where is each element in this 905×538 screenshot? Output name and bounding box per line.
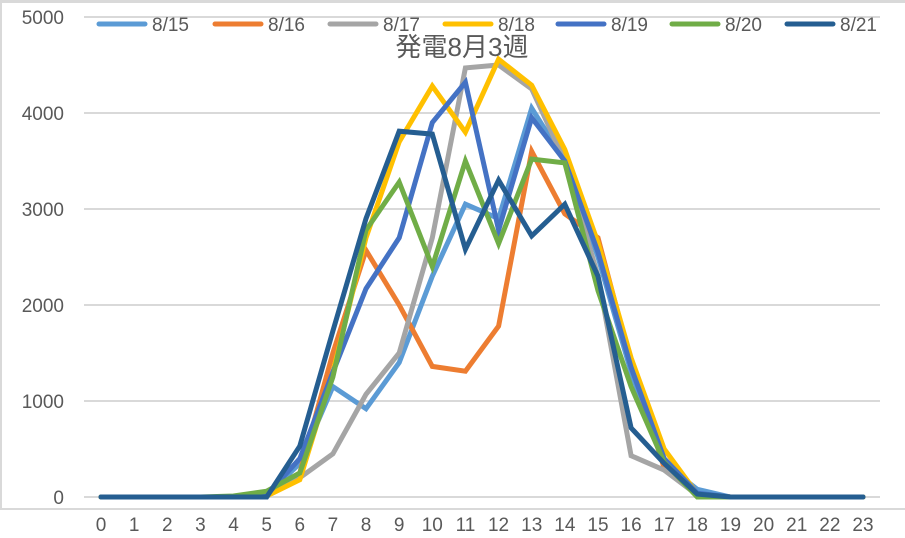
chart-title: 発電8月3週 [396,32,529,62]
legend-item-8-18[interactable]: 8/18 [442,15,535,36]
legend-item-8-20[interactable]: 8/20 [669,15,762,36]
x-tick-label: 20 [753,515,774,536]
legend-item-8-15[interactable]: 8/15 [96,15,189,36]
legend-label: 8/16 [268,15,305,36]
legend-item-8-21[interactable]: 8/21 [784,15,877,36]
x-tick-label: 11 [456,515,476,536]
y-tick-label: 0 [53,488,64,509]
x-tick-label: 22 [819,515,840,536]
y-tick-label: 5000 [22,8,64,29]
x-tick-label: 1 [129,515,140,536]
x-tick-label: 17 [654,515,675,536]
x-tick-label: 13 [521,515,542,536]
x-tick-label: 23 [852,515,873,536]
series-line-8-19[interactable] [98,76,866,500]
legend-item-8-16[interactable]: 8/16 [212,15,305,36]
x-tick-label: 15 [587,515,608,536]
x-tick-label: 10 [422,515,443,536]
legend-label: 8/15 [152,15,189,36]
legend-label: 8/20 [725,15,762,36]
y-axis: 0 1000 2000 3000 4000 5000 [22,8,64,509]
x-tick-label: 8 [361,515,372,536]
y-tick-label: 4000 [22,104,64,125]
frame-border-left [0,0,2,510]
x-tick-label: 21 [786,515,807,536]
series-line-8-21[interactable] [98,128,866,500]
legend-item-8-19[interactable]: 8/19 [555,15,648,36]
frame-border-bottom [0,508,905,510]
series-lines [98,55,866,500]
y-tick-label: 3000 [22,200,64,221]
series-line-8-18[interactable] [98,55,866,500]
x-axis: 0 1 2 3 4 5 6 7 8 9 10 11 12 13 14 15 16 17 18 19 20 21 22 23 [96,515,874,536]
x-tick-label: 5 [261,515,272,536]
series-line-8-17[interactable] [98,62,866,500]
legend: 8/15 8/16 8/17 8/18 8/19 8/20 8/21 [96,15,877,36]
x-tick-label: 12 [488,515,509,536]
legend-label: 8/18 [498,15,535,36]
legend-label: 8/19 [611,15,648,36]
legend-item-8-17[interactable]: 8/17 [327,15,420,36]
x-tick-label: 9 [394,515,405,536]
frame-border-top [0,0,905,3]
x-tick-label: 2 [162,515,173,536]
x-tick-label: 19 [720,515,741,536]
x-tick-label: 7 [328,515,339,536]
x-tick-label: 14 [554,515,576,536]
legend-label: 8/21 [840,15,877,36]
x-tick-label: 6 [294,515,305,536]
x-tick-label: 3 [195,515,206,536]
legend-label: 8/17 [383,15,420,36]
x-tick-label: 16 [621,515,642,536]
x-tick-label: 0 [96,515,107,536]
y-tick-label: 1000 [22,392,64,413]
gridlines [84,16,880,498]
y-tick-label: 2000 [22,296,64,317]
x-tick-label: 18 [687,515,708,536]
x-tick-label: 4 [228,515,239,536]
